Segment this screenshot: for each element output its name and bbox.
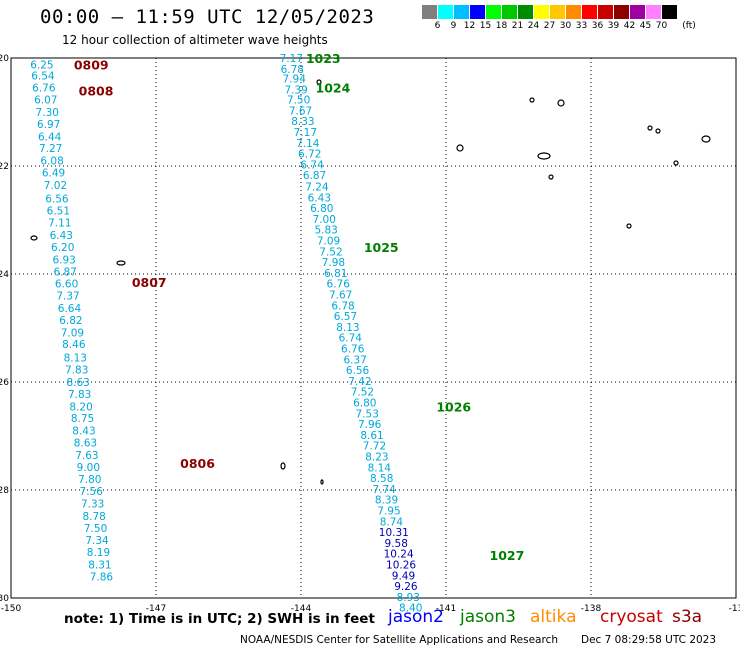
swh-value: 8.19 [87,547,110,559]
track-time-label: 1025 [364,240,399,255]
swh-value: 6.07 [34,95,57,107]
island-outline [702,136,710,142]
swh-value: 8.31 [88,560,111,572]
swh-value: 7.86 [90,571,114,583]
swh-value: 6.20 [51,242,74,254]
swh-value: 7.02 [44,180,67,192]
swh-value: 7.63 [75,450,98,462]
swh-value: 6.49 [42,167,65,179]
swh-value: 8.13 [64,353,87,365]
satellite-legend-altika: altika [530,607,577,627]
swh-value: 7.56 [80,486,104,498]
swh-value: 6.76 [32,83,56,95]
track-time-label: 1023 [306,51,341,66]
satellite-legend-jason2: jason2 [388,607,444,627]
y-tick-label: -22 [0,162,9,172]
swh-value: 8.20 [69,401,92,413]
swh-value: 8.63 [66,377,89,389]
swh-value: 8.63 [74,437,97,449]
y-tick-label: -30 [0,594,9,604]
island-outline [31,236,37,240]
island-outline [530,98,534,102]
swh-value: 7.83 [68,389,91,401]
swh-value: 6.51 [47,205,70,217]
track-time-label: 1027 [490,548,525,563]
swh-value: 9.00 [77,462,100,474]
swh-value: 6.56 [45,193,69,205]
track-time-label: 1024 [316,81,351,96]
swh-value: 6.08 [40,156,63,168]
track-time-label: 0807 [132,275,167,290]
swh-value: 6.43 [50,230,73,242]
satellite-legend-s3a: s3a [672,607,702,627]
swh-value: 6.44 [38,131,62,143]
swh-value: 6.93 [52,254,75,266]
x-tick-label: -138 [581,604,602,614]
swh-value: 7.09 [61,327,84,339]
y-tick-label: -20 [0,54,9,64]
island-outline [656,129,660,133]
island-outline [281,463,285,469]
swh-value: 7.34 [85,535,109,547]
x-tick-label: -13 [729,604,740,614]
island-outline [117,261,125,265]
island-outline [627,224,631,228]
track-time-label: 0809 [74,57,109,72]
swh-value: 7.50 [84,523,107,535]
map-frame [11,58,736,598]
swh-value: 7.80 [78,474,101,486]
satellite-legend-cryosat: cryosat [600,607,663,627]
swh-value: 8.43 [72,426,95,438]
swh-value: 7.11 [48,218,71,230]
island-outline [549,175,553,179]
swh-value: 7.37 [56,291,79,303]
swh-value: 7.27 [39,143,62,155]
swh-value: 6.60 [55,279,78,291]
y-tick-label: -24 [0,270,9,280]
island-outline [457,145,463,151]
swh-value: 8.75 [71,413,94,425]
track-time-label: 0808 [79,83,114,98]
y-tick-label: -26 [0,378,9,388]
swh-value: 8.78 [82,511,105,523]
x-tick-label: -150 [1,604,22,614]
swh-value: 6.54 [31,70,55,82]
swh-value: 6.87 [53,266,76,278]
track-time-label: 0806 [180,456,215,471]
y-tick-label: -28 [0,486,9,496]
swh-value: 7.83 [65,365,88,377]
island-outline [558,100,564,106]
swh-value: 6.97 [37,119,60,131]
swh-value: 6.82 [59,315,82,327]
swh-value: 6.87 [303,170,326,182]
swh-value: 6.64 [58,303,82,315]
timestamp-text: Dec 7 08:29:58 UTC 2023 [581,634,716,646]
satellite-legend-jason3: jason3 [460,607,516,627]
swh-value: 7.30 [36,107,59,119]
credit-text: NOAA/NESDIS Center for Satellite Applica… [240,634,558,646]
footer-note: note: 1) Time is in UTC; 2) SWH is in fe… [64,611,375,627]
island-outline [674,161,678,165]
track-time-label: 1026 [436,399,471,414]
island-outline [538,153,550,159]
swh-value: 7.33 [81,499,104,511]
island-outline [321,480,323,484]
island-outline [648,126,652,130]
wave-height-map: -150-147-144-141-138-13-20-22-24-26-28-3… [0,0,740,650]
swh-value: 8.46 [62,339,86,351]
